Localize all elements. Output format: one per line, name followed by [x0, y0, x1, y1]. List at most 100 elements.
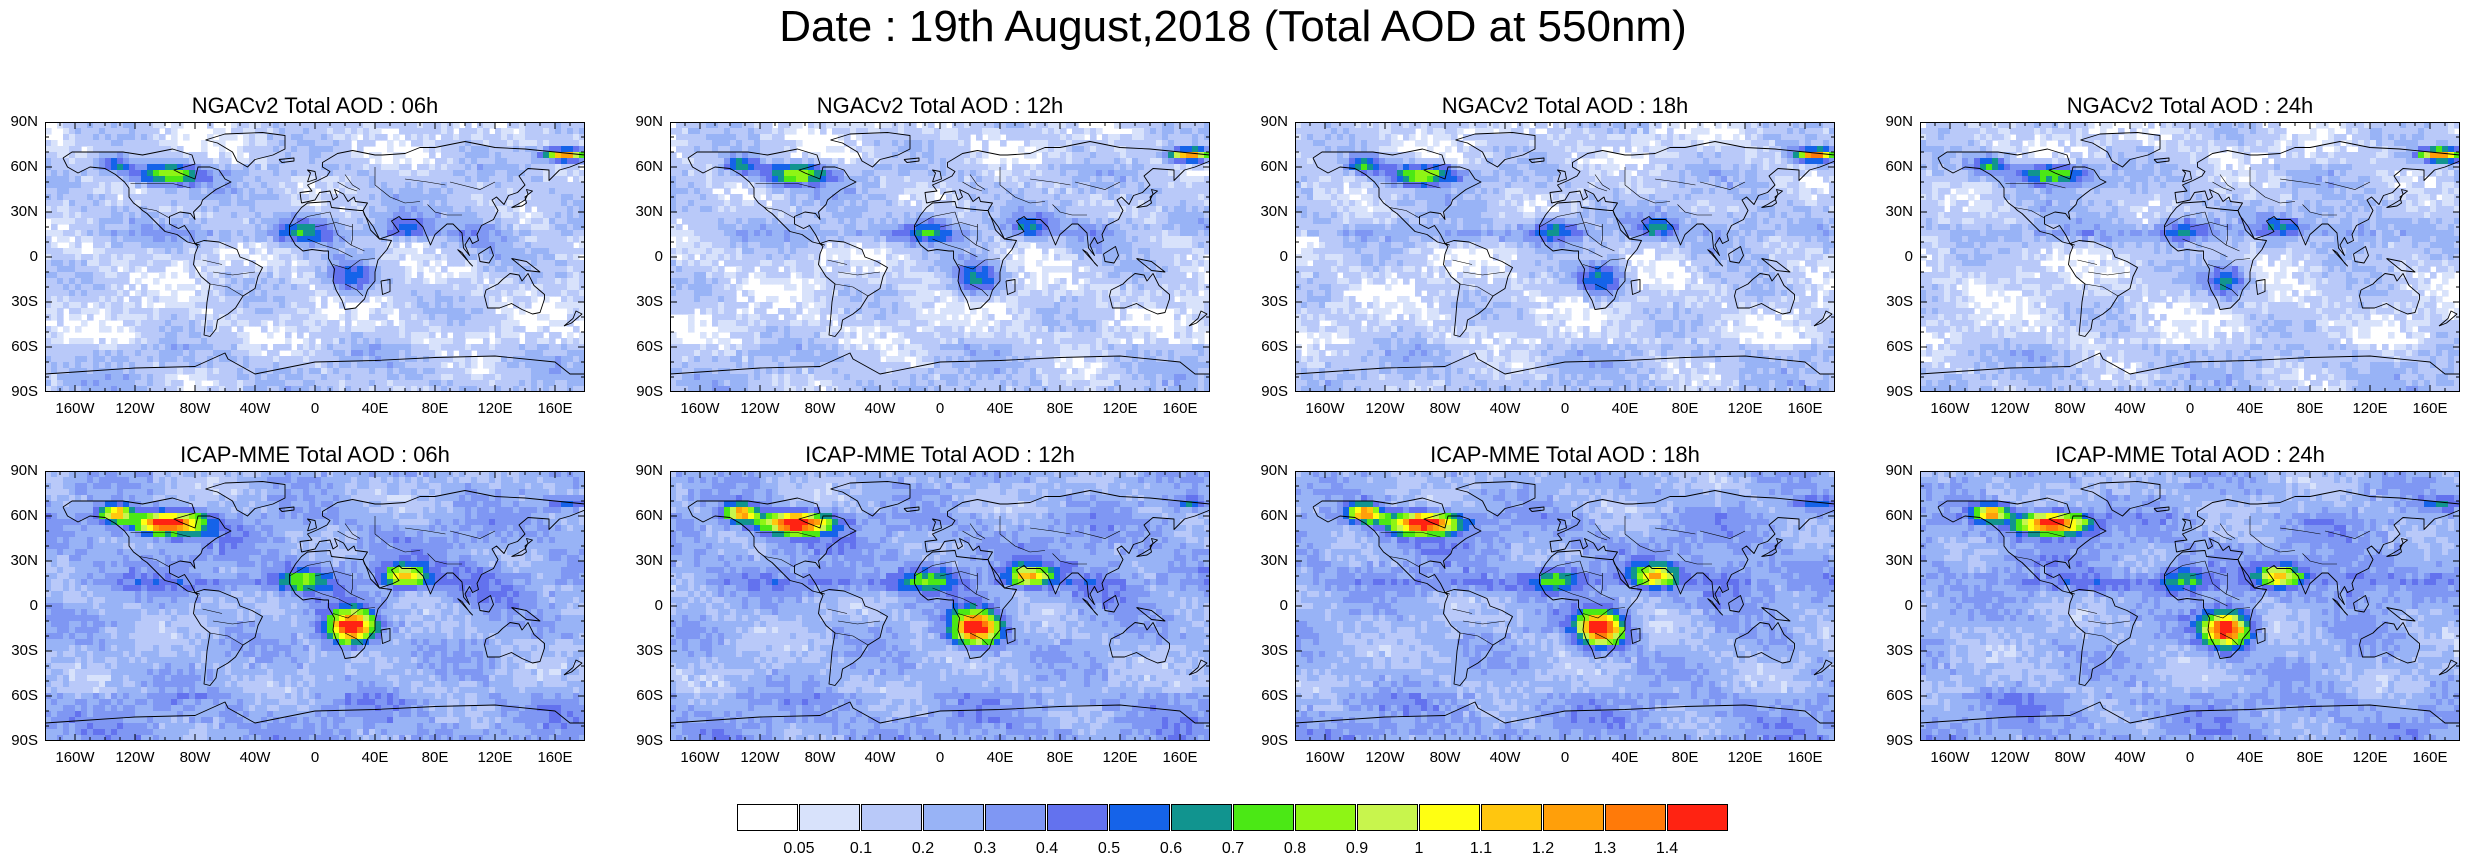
- colorbar-swatch: [1357, 804, 1418, 831]
- lon-tick-label: 0: [2160, 401, 2220, 417]
- lat-tick-label: 60N: [1250, 508, 1288, 524]
- lat-tick-label: 30N: [0, 204, 38, 220]
- lon-tick-label: 80W: [2040, 750, 2100, 766]
- lon-tick-label: 120W: [1980, 750, 2040, 766]
- map-canvas: [1920, 122, 2460, 392]
- lat-tick-label: 90N: [625, 463, 663, 479]
- lat-tick-label: 30S: [625, 643, 663, 659]
- lon-tick-label: 80E: [1655, 750, 1715, 766]
- panel-title: NGACv2 Total AOD : 06h: [45, 93, 585, 119]
- colorbar-swatch: [1605, 804, 1666, 831]
- colorbar-swatch: [1481, 804, 1542, 831]
- colorbar-label: 0.8: [1270, 840, 1320, 858]
- lon-tick-label: 120W: [1355, 401, 1415, 417]
- colorbar-swatch: [1109, 804, 1170, 831]
- colorbar-label: 0.4: [1022, 840, 1072, 858]
- panel-title: ICAP-MME Total AOD : 06h: [45, 442, 585, 468]
- lat-tick-label: 60N: [0, 159, 38, 175]
- lat-tick-label: 30S: [625, 294, 663, 310]
- aod-map: [1920, 122, 2460, 392]
- lat-tick-label: 0: [1875, 598, 1913, 614]
- lat-tick-label: 90N: [1250, 114, 1288, 130]
- lat-tick-label: 90S: [1875, 384, 1913, 400]
- aod-map: [1295, 122, 1835, 392]
- lat-tick-label: 60S: [1250, 339, 1288, 355]
- map-canvas: [45, 122, 585, 392]
- colorbar-swatch: [737, 804, 798, 831]
- colorbar-swatch: [1667, 804, 1728, 831]
- colorbar-label: 1.2: [1518, 840, 1568, 858]
- aod-map: [45, 122, 585, 392]
- panel-title: ICAP-MME Total AOD : 24h: [1920, 442, 2460, 468]
- lat-tick-label: 30N: [1875, 204, 1913, 220]
- colorbar-swatch: [1295, 804, 1356, 831]
- lon-tick-label: 120E: [1715, 750, 1775, 766]
- lat-tick-label: 0: [0, 598, 38, 614]
- lon-tick-label: 160E: [1775, 401, 1835, 417]
- lon-tick-label: 40W: [850, 401, 910, 417]
- lat-tick-label: 90S: [0, 733, 38, 749]
- aod-map: [1295, 471, 1835, 741]
- lat-tick-label: 30N: [1250, 204, 1288, 220]
- colorbar-label: 0.3: [960, 840, 1010, 858]
- lon-tick-label: 0: [1535, 401, 1595, 417]
- lon-tick-label: 80E: [405, 750, 465, 766]
- panel-title: NGACv2 Total AOD : 18h: [1295, 93, 1835, 119]
- lon-tick-label: 120E: [2340, 401, 2400, 417]
- lon-tick-label: 160W: [670, 401, 730, 417]
- lat-tick-label: 0: [1250, 598, 1288, 614]
- lat-tick-label: 60S: [625, 339, 663, 355]
- lat-tick-label: 30S: [1875, 643, 1913, 659]
- lon-tick-label: 40W: [2100, 750, 2160, 766]
- lon-tick-label: 40W: [1475, 750, 1535, 766]
- panel-title: NGACv2 Total AOD : 12h: [670, 93, 1210, 119]
- panel-title: ICAP-MME Total AOD : 12h: [670, 442, 1210, 468]
- lat-tick-label: 30N: [625, 553, 663, 569]
- lon-tick-label: 40W: [2100, 401, 2160, 417]
- lat-tick-label: 0: [0, 249, 38, 265]
- lat-tick-label: 90N: [0, 463, 38, 479]
- lat-tick-label: 30S: [1875, 294, 1913, 310]
- lat-tick-label: 0: [625, 249, 663, 265]
- lon-tick-label: 0: [2160, 750, 2220, 766]
- lat-tick-label: 90N: [0, 114, 38, 130]
- lon-tick-label: 160W: [1295, 750, 1355, 766]
- lat-tick-label: 0: [625, 598, 663, 614]
- lat-tick-label: 30S: [0, 643, 38, 659]
- aod-field: [45, 122, 585, 392]
- lon-tick-label: 80W: [790, 401, 850, 417]
- lat-tick-label: 60N: [0, 508, 38, 524]
- lon-tick-label: 120E: [465, 750, 525, 766]
- lon-tick-label: 120E: [2340, 750, 2400, 766]
- lon-tick-label: 160W: [45, 401, 105, 417]
- lon-tick-label: 120W: [105, 750, 165, 766]
- colorbar-swatch: [861, 804, 922, 831]
- aod-field: [1295, 122, 1835, 392]
- lon-tick-label: 160E: [525, 750, 585, 766]
- lon-tick-label: 160W: [45, 750, 105, 766]
- colorbar-swatch: [1543, 804, 1604, 831]
- lat-tick-label: 30S: [1250, 643, 1288, 659]
- lon-tick-label: 40E: [345, 750, 405, 766]
- lon-tick-label: 160W: [1295, 401, 1355, 417]
- lat-tick-label: 60N: [625, 508, 663, 524]
- lon-tick-label: 40E: [2220, 401, 2280, 417]
- lat-tick-label: 60S: [1875, 339, 1913, 355]
- lat-tick-label: 30S: [0, 294, 38, 310]
- lat-tick-label: 90S: [0, 384, 38, 400]
- lat-tick-label: 30N: [0, 553, 38, 569]
- colorbar-swatch: [1419, 804, 1480, 831]
- colorbar-swatch: [1171, 804, 1232, 831]
- lat-tick-label: 0: [1250, 249, 1288, 265]
- map-canvas: [1295, 471, 1835, 741]
- lon-tick-label: 120W: [730, 401, 790, 417]
- lat-tick-label: 60N: [625, 159, 663, 175]
- lat-tick-label: 0: [1875, 249, 1913, 265]
- lon-tick-label: 40E: [970, 750, 1030, 766]
- panel-title: NGACv2 Total AOD : 24h: [1920, 93, 2460, 119]
